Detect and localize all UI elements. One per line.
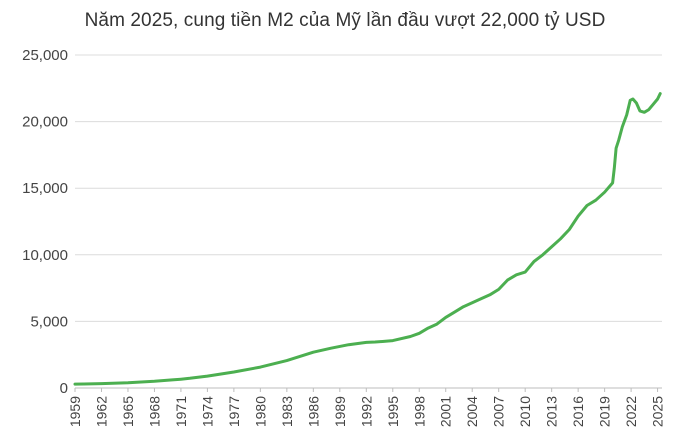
- x-tick-label: 1995: [385, 396, 401, 427]
- y-tick-label: 0: [60, 380, 68, 397]
- x-tick-label: 1983: [279, 396, 295, 427]
- y-tick-label: 5,000: [30, 313, 68, 330]
- grid-layer: [75, 54, 662, 322]
- x-tick-label: 1980: [252, 396, 268, 427]
- chart-title: Năm 2025, cung tiền M2 của Mỹ lần đầu vư…: [84, 10, 606, 31]
- x-tick-label: 2019: [597, 396, 613, 427]
- x-tick-label: 1992: [358, 396, 374, 427]
- x-tick-label: 2022: [623, 396, 639, 427]
- series-layer: [73, 92, 662, 386]
- y-tick-label: 20,000: [22, 114, 68, 131]
- x-tick-label: 1959: [67, 396, 83, 427]
- x-tick-label: 2004: [464, 396, 480, 427]
- x-tick-label: 2016: [570, 396, 586, 427]
- x-tick-label: 1962: [93, 396, 109, 427]
- x-tick-label: 1989: [332, 396, 348, 427]
- y-tick-label: 10,000: [22, 247, 68, 264]
- x-tick-label: 1974: [199, 396, 215, 427]
- x-tick-label: 1965: [120, 396, 136, 427]
- x-tick-label: 1977: [226, 396, 242, 427]
- x-tick-label: 2007: [491, 396, 507, 427]
- x-tick-label: 1968: [146, 396, 162, 427]
- series-line-m2: [73, 92, 662, 386]
- x-tick-label: 2010: [517, 396, 533, 427]
- y-tick-label: 15,000: [22, 180, 68, 197]
- axis-layer: 0 5,000 10,000 15,000 20,000 25,000 1959 1962 19…: [22, 47, 665, 427]
- x-tick-label: 1998: [411, 396, 427, 427]
- x-tick-label: 2001: [438, 396, 454, 427]
- y-tick-label: 25,000: [22, 47, 68, 64]
- x-tick-label: 2025: [650, 396, 666, 427]
- x-tick-label: 1971: [173, 396, 189, 427]
- x-tick-label: 1986: [305, 396, 321, 427]
- x-tick-label: 2013: [544, 396, 560, 427]
